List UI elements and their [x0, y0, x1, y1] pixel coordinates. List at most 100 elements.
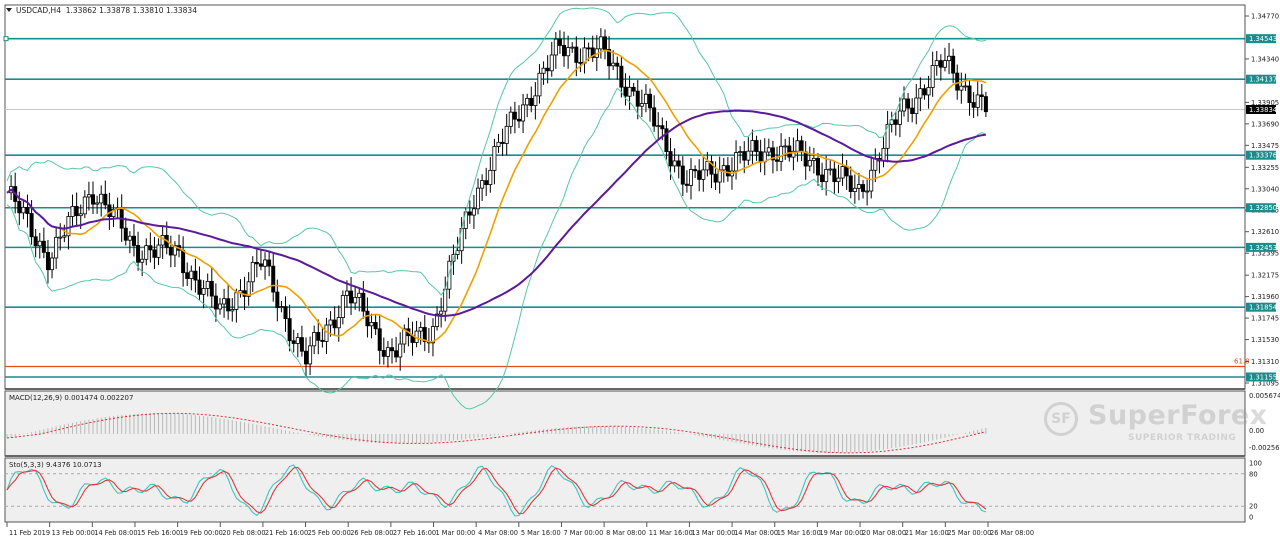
price-pane[interactable]: 61.8: [3, 7, 1250, 410]
candle: [99, 185, 104, 217]
candle: [500, 128, 505, 156]
candle: [562, 31, 567, 67]
svg-text:1.33905: 1.33905: [1251, 99, 1279, 107]
svg-text:1.34543: 1.34543: [1249, 35, 1277, 43]
candle: [852, 174, 857, 204]
candle: [725, 157, 730, 182]
candle: [975, 80, 980, 117]
candle: [373, 315, 378, 335]
candle: [287, 304, 292, 352]
candle: [861, 180, 866, 199]
candle: [50, 252, 55, 279]
candle: [390, 338, 395, 364]
candle: [344, 280, 349, 308]
candle: [672, 148, 677, 173]
candle: [41, 227, 46, 259]
candle: [623, 73, 628, 106]
candle: [959, 72, 964, 104]
candle: [693, 165, 698, 178]
candle: [340, 290, 345, 325]
candle: [832, 161, 837, 195]
svg-text:20 Mar 08:00: 20 Mar 08:00: [862, 529, 906, 537]
candle: [21, 201, 26, 220]
svg-text:25 Feb 00:00: 25 Feb 00:00: [308, 529, 351, 537]
candle: [33, 228, 38, 258]
bollinger-lower: [6, 87, 987, 410]
candle: [209, 267, 214, 308]
stochastic-pane[interactable]: [5, 464, 1245, 517]
candle: [656, 112, 661, 139]
candle: [680, 156, 685, 197]
candle: [897, 97, 902, 138]
svg-text:1.33255: 1.33255: [1251, 164, 1279, 172]
macd-pane[interactable]: [6, 412, 987, 454]
candle: [631, 82, 636, 97]
svg-text:80: 80: [1249, 470, 1258, 478]
candle: [250, 256, 255, 293]
candle: [172, 241, 177, 268]
candle: [291, 329, 296, 353]
candle: [361, 281, 366, 319]
superforex-logo-icon: SF: [1044, 402, 1078, 436]
candle: [787, 136, 792, 162]
candle: [484, 167, 489, 196]
candle: [955, 64, 960, 100]
candle: [938, 54, 943, 81]
svg-text:11 Feb 2019: 11 Feb 2019: [9, 529, 50, 537]
svg-text:1.32850: 1.32850: [1249, 204, 1277, 212]
candle: [107, 192, 112, 230]
candle: [828, 160, 833, 176]
candle: [328, 311, 333, 337]
candle: [74, 192, 79, 226]
candle: [607, 36, 612, 80]
candle: [254, 249, 259, 278]
candle: [602, 29, 607, 60]
candle: [820, 162, 825, 191]
svg-text:1.34770: 1.34770: [1251, 13, 1279, 21]
candle: [197, 266, 202, 301]
candle: [430, 318, 435, 357]
svg-text:21 Mar 16:00: 21 Mar 16:00: [905, 529, 949, 537]
candle: [193, 258, 198, 293]
stochastic-signal-line: [6, 466, 987, 515]
svg-text:1.31155: 1.31155: [1249, 374, 1277, 382]
fibonacci-label: 61.8: [1234, 358, 1250, 366]
candle: [103, 180, 108, 210]
candle: [521, 93, 526, 134]
candle: [418, 321, 423, 345]
candle: [721, 157, 726, 183]
candle: [684, 170, 689, 193]
candle: [70, 194, 75, 226]
candle: [979, 84, 984, 111]
candle: [652, 95, 657, 132]
candle: [205, 273, 210, 297]
candle: [689, 158, 694, 200]
candle: [869, 156, 874, 199]
svg-text:1.31310: 1.31310: [1251, 358, 1279, 366]
candle: [516, 105, 521, 129]
svg-text:1.32175: 1.32175: [1251, 272, 1279, 280]
candle: [598, 28, 603, 59]
candle: [37, 232, 42, 259]
candle: [811, 147, 816, 174]
candle: [910, 98, 915, 123]
chart-menu-arrow-icon[interactable]: [6, 8, 12, 12]
candle: [951, 48, 956, 84]
candle: [893, 111, 898, 136]
candle: [422, 314, 427, 352]
candle: [152, 236, 157, 269]
svg-text:27 Feb 16:00: 27 Feb 16:00: [393, 529, 436, 537]
svg-text:15 Mar 16:00: 15 Mar 16:00: [777, 529, 821, 537]
svg-text:13 Mar 00:00: 13 Mar 00:00: [691, 529, 735, 537]
candle: [353, 286, 358, 310]
candle: [533, 82, 538, 120]
candle: [512, 101, 517, 134]
candle: [349, 277, 354, 316]
candle: [619, 56, 624, 98]
svg-text:1.32395: 1.32395: [1251, 250, 1279, 258]
candle: [746, 137, 751, 166]
candle: [91, 181, 96, 215]
chart-frames: [4, 4, 1246, 523]
